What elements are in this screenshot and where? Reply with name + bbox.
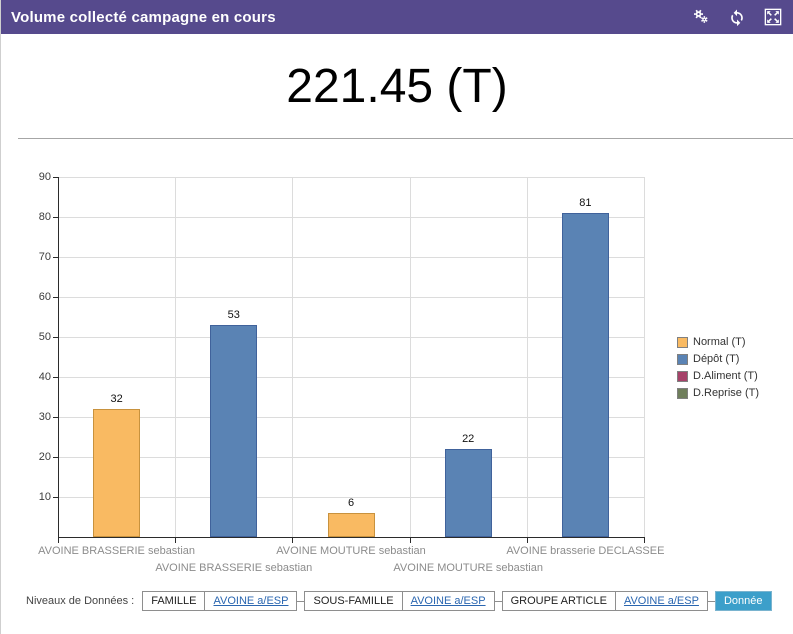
y-axis-tick xyxy=(53,497,58,498)
level-connector xyxy=(494,600,502,602)
x-axis-tick xyxy=(175,538,177,543)
gridline-horizontal xyxy=(58,377,644,378)
legend-swatch xyxy=(677,353,688,365)
legend-item[interactable]: D.Reprise (T) xyxy=(677,387,759,399)
widget-header: Volume collecté campagne en cours xyxy=(1,0,793,34)
legend-swatch xyxy=(677,370,688,382)
legend-label: D.Aliment (T) xyxy=(693,370,758,382)
bar[interactable] xyxy=(93,409,141,537)
bar[interactable] xyxy=(561,213,609,537)
legend-item[interactable]: Dépôt (T) xyxy=(677,353,759,365)
y-axis-tick xyxy=(53,177,58,178)
x-axis-category-label: AVOINE BRASSERIE sebastian xyxy=(38,545,196,557)
y-axis-label: 40 xyxy=(38,371,51,383)
kpi-total-value: 221.45 (T) xyxy=(286,59,508,113)
y-axis-tick xyxy=(53,377,58,378)
level-value-link[interactable]: AVOINE a/ESP xyxy=(614,592,707,610)
legend-swatch xyxy=(677,387,688,399)
level-value-link[interactable]: AVOINE a/ESP xyxy=(204,592,296,610)
gridline-horizontal xyxy=(58,217,644,218)
level-box: SOUS-FAMILLE AVOINE a/ESP xyxy=(304,591,495,611)
x-axis-tick xyxy=(526,538,528,543)
bar[interactable] xyxy=(327,513,375,537)
gridline-horizontal xyxy=(58,177,644,178)
expand-fullscreen-icon[interactable] xyxy=(763,7,783,27)
level-value-link[interactable]: AVOINE a/ESP xyxy=(401,592,494,610)
widget-title: Volume collecté campagne en cours xyxy=(11,8,276,26)
y-axis-label: 70 xyxy=(38,251,51,263)
y-axis-tick xyxy=(53,417,58,418)
legend-label: Dépôt (T) xyxy=(693,353,740,365)
y-axis-tick xyxy=(53,217,58,218)
gridline-horizontal xyxy=(58,497,644,498)
y-axis-tick xyxy=(53,257,58,258)
legend-swatch xyxy=(677,336,688,348)
legend-item[interactable]: D.Aliment (T) xyxy=(677,370,759,382)
bar-value-label: 53 xyxy=(227,309,240,321)
x-axis-tick xyxy=(292,538,294,543)
refresh-icon[interactable] xyxy=(727,7,747,27)
bar-value-label: 6 xyxy=(347,497,355,509)
level-box: FAMILLE AVOINE a/ESP xyxy=(142,591,298,611)
x-axis-category-label: AVOINE BRASSERIE sebastian xyxy=(155,562,313,574)
legend-label: D.Reprise (T) xyxy=(693,387,760,399)
y-axis-tick xyxy=(53,337,58,338)
gridline-vertical xyxy=(292,177,294,537)
gridline-vertical xyxy=(526,177,528,537)
gridline-horizontal xyxy=(58,417,644,418)
bar[interactable] xyxy=(444,449,492,537)
gridline-horizontal xyxy=(58,337,644,338)
bar-value-label: 81 xyxy=(579,197,592,209)
gridline-horizontal xyxy=(58,257,644,258)
x-axis-tick xyxy=(58,538,59,543)
data-levels-label: Niveaux de Données : xyxy=(26,595,135,607)
gridline-horizontal xyxy=(58,297,644,298)
gridline-vertical xyxy=(644,177,645,537)
chart-legend: Normal (T) Dépôt (T) D.Aliment (T) D.Repris… xyxy=(677,336,759,404)
level-name: GROUPE ARTICLE xyxy=(510,595,607,607)
level-box: GROUPE ARTICLE AVOINE a/ESP xyxy=(501,591,708,611)
settings-gears-icon[interactable] xyxy=(691,7,711,27)
y-axis-label: 50 xyxy=(38,331,51,343)
level-connector xyxy=(707,600,715,602)
y-axis-tick xyxy=(53,297,58,298)
bar-chart: 10 20 30 40 50 60 70 80 90 32 AVOINE BRASSERIE seb… xyxy=(1,150,793,582)
gridline-vertical xyxy=(175,177,177,537)
kpi-block: 221.45 (T) xyxy=(1,34,793,138)
x-axis-category-label: AVOINE MOUTURE sebastian xyxy=(276,545,426,557)
y-axis-label: 80 xyxy=(38,211,51,223)
legend-item[interactable]: Normal (T) xyxy=(677,336,759,348)
y-axis-label: 90 xyxy=(38,171,51,183)
y-axis-label: 30 xyxy=(38,411,51,423)
y-axis-line xyxy=(58,177,59,537)
gridline-vertical xyxy=(409,177,411,537)
kpi-divider xyxy=(18,138,793,139)
data-levels-bar: Niveaux de Données : FAMILLE AVOINE a/ESP… xyxy=(26,591,793,611)
x-axis-category-label: AVOINE brasserie DECLASSEE xyxy=(506,545,665,557)
gridline-horizontal xyxy=(58,457,644,458)
bar-value-label: 32 xyxy=(110,393,123,405)
y-axis-tick xyxy=(53,457,58,458)
y-axis-label: 10 xyxy=(38,491,51,503)
x-axis-tick xyxy=(644,538,645,543)
x-axis-line xyxy=(58,537,645,538)
level-connector xyxy=(297,600,305,602)
level-name: FAMILLE xyxy=(151,595,197,607)
x-axis-tick xyxy=(409,538,411,543)
active-level-button[interactable]: Donnée xyxy=(714,591,772,611)
y-axis-label: 20 xyxy=(38,451,51,463)
bar-value-label: 22 xyxy=(462,433,475,445)
header-toolbar xyxy=(691,7,783,27)
level-name: SOUS-FAMILLE xyxy=(313,595,394,607)
bar[interactable] xyxy=(210,325,258,537)
legend-label: Normal (T) xyxy=(693,336,746,348)
y-axis-label: 60 xyxy=(38,291,51,303)
x-axis-category-label: AVOINE MOUTURE sebastian xyxy=(393,562,543,574)
